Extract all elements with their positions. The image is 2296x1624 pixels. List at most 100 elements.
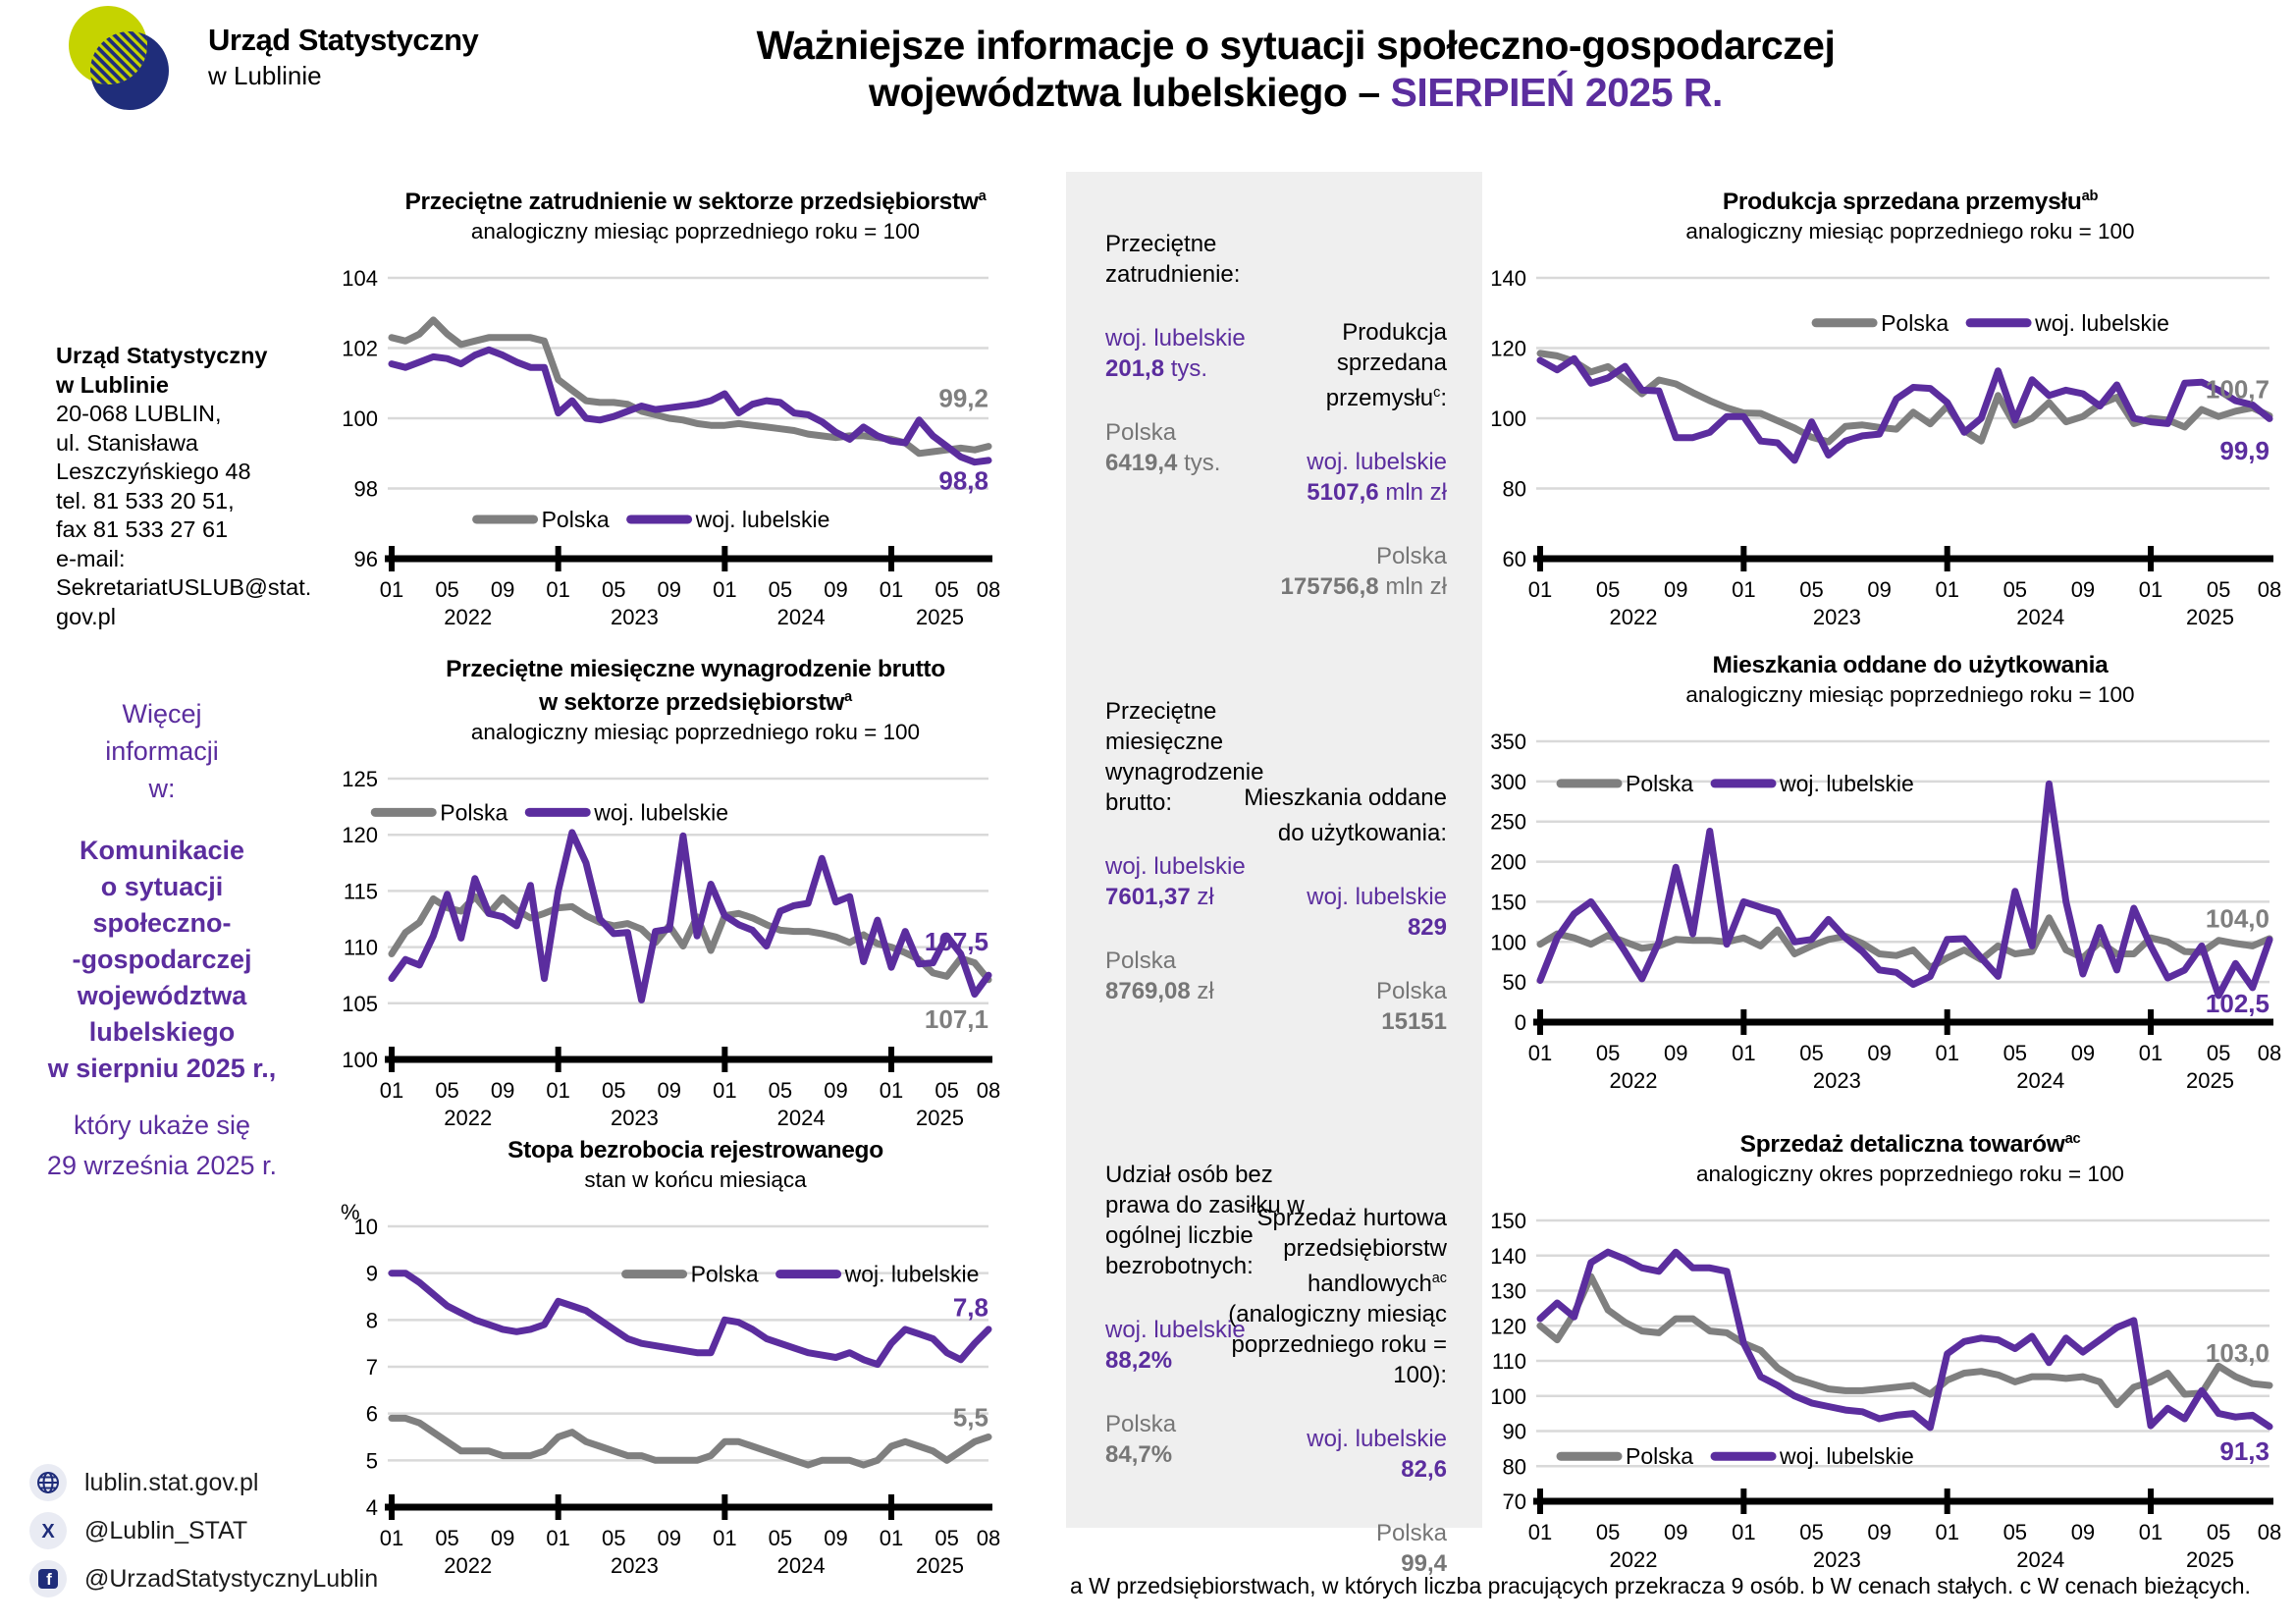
svg-text:08: 08: [977, 1526, 1000, 1550]
office-address-line: gov.pl: [56, 603, 116, 629]
stat-block-unemployed-share: Udział osób bez prawa do zasiłku w ogóln…: [1105, 1160, 1351, 1470]
svg-text:2022: 2022: [1610, 1068, 1658, 1091]
svg-text:7,8: 7,8: [953, 1293, 988, 1323]
svg-text:X: X: [41, 1521, 55, 1543]
stat-label: woj. lubelskie: [1105, 1317, 1246, 1343]
svg-text:2022: 2022: [444, 605, 492, 627]
svg-text:103,0: 103,0: [2206, 1338, 2269, 1368]
svg-text:01: 01: [546, 1526, 569, 1550]
svg-text:2024: 2024: [2016, 605, 2064, 627]
svg-text:05: 05: [1799, 1041, 1823, 1065]
stat-value: 99,4: [1401, 1550, 1447, 1577]
svg-text:2025: 2025: [2186, 605, 2234, 627]
website-link[interactable]: lublin.stat.gov.pl: [29, 1464, 378, 1501]
svg-text:woj. lubelskie: woj. lubelskie: [1779, 1443, 1914, 1469]
svg-text:100,7: 100,7: [2206, 375, 2269, 405]
svg-text:50: 50: [1503, 970, 1526, 995]
svg-text:10: 10: [354, 1215, 378, 1239]
stat-title: Przeciętne miesięczne wynagrodzenie brut…: [1105, 698, 1264, 816]
svg-text:woj. lubelskie: woj. lubelskie: [593, 800, 728, 826]
svg-text:Polska: Polska: [1626, 771, 1693, 796]
bulletin-line: województwa: [77, 981, 247, 1010]
svg-text:05: 05: [1596, 1041, 1620, 1065]
svg-text:05: 05: [769, 1078, 792, 1103]
stat-value: 829: [1407, 914, 1447, 941]
stat-item-polska: Polska 84,7%: [1105, 1409, 1351, 1470]
chart-head: Stopa bezrobocia rejestrowanego stan w k…: [329, 1131, 1011, 1193]
svg-text:Polska: Polska: [1626, 1443, 1693, 1469]
svg-text:09: 09: [824, 1526, 847, 1550]
office-address-line: fax 81 533 27 61: [56, 516, 229, 542]
facebook-icon: f: [29, 1560, 67, 1597]
svg-text:05: 05: [1596, 577, 1620, 602]
stat-value: 84,7%: [1105, 1441, 1173, 1468]
svg-text:f: f: [46, 1570, 52, 1589]
stat-item-polska: Polska 99,4: [1152, 1518, 1447, 1579]
svg-text:120: 120: [1490, 1314, 1526, 1338]
stat-label: woj. lubelskie: [1105, 325, 1246, 352]
chart-retail-sales: Sprzedaż detaliczna towarówac analogiczn…: [1477, 1125, 2292, 1570]
svg-text:05: 05: [1799, 577, 1823, 602]
svg-text:09: 09: [1664, 577, 1687, 602]
svg-text:60: 60: [1503, 547, 1526, 571]
stat-value: 15151: [1381, 1008, 1447, 1035]
statistical-office-logo: [37, 4, 202, 119]
office-address-line: Leszczyńskiego 48: [56, 459, 251, 484]
svg-text:250: 250: [1490, 810, 1526, 835]
stat-label: woj. lubelskie: [1307, 449, 1447, 475]
twitter-link[interactable]: X @Lublin_STAT: [29, 1512, 378, 1549]
svg-text:2022: 2022: [444, 1553, 492, 1576]
svg-text:115: 115: [344, 880, 378, 904]
stat-item-lubelskie: woj. lubelskie 829: [1152, 882, 1447, 943]
svg-text:99,2: 99,2: [938, 383, 988, 412]
svg-text:05: 05: [1596, 1520, 1620, 1544]
svg-text:01: 01: [546, 577, 569, 602]
chart-title-line2: w sektorze przedsiębiorstwa: [539, 689, 852, 717]
stat-value: 5107,6 mln zł: [1307, 479, 1447, 506]
stat-label: Polska: [1105, 1411, 1177, 1437]
page-title-month: SIERPIEŃ 2025 R.: [1390, 70, 1724, 115]
svg-text:01: 01: [1528, 1041, 1552, 1065]
stat-item-polska: Polska 175756,8 mln zł: [1152, 541, 1447, 602]
chart-canvas: 100 105 110 115 120 125 01 05 09 01 05 09 01 05 09 01 05…: [342, 767, 1000, 1128]
svg-text:01: 01: [1528, 577, 1552, 602]
office-address-line: e-mail:: [56, 545, 126, 571]
chart-title: Produkcja sprzedana przemysłuab: [1722, 189, 2099, 216]
svg-text:05: 05: [435, 577, 458, 602]
svg-text:woj. lubelskie: woj. lubelskie: [695, 507, 830, 532]
svg-text:01: 01: [1732, 1041, 1755, 1065]
svg-text:130: 130: [1490, 1279, 1526, 1304]
svg-text:09: 09: [1867, 1520, 1891, 1544]
svg-text:05: 05: [2207, 577, 2230, 602]
svg-text:01: 01: [380, 1526, 403, 1550]
svg-text:102,5: 102,5: [2206, 989, 2269, 1018]
globe-icon: [29, 1464, 67, 1501]
facebook-link[interactable]: f @UrzadStatystycznyLublin: [29, 1560, 378, 1597]
svg-text:102: 102: [342, 337, 378, 361]
svg-text:01: 01: [880, 1078, 903, 1103]
svg-text:2025: 2025: [916, 605, 964, 627]
release-line: który ukaże się: [73, 1110, 251, 1140]
svg-text:96: 96: [354, 547, 378, 571]
chart-subtitle: analogiczny miesiąc poprzedniego roku = …: [470, 219, 921, 244]
chart-industrial-production: Produkcja sprzedana przemysłuab analogic…: [1477, 183, 2292, 627]
bulletin-line: -gospodarczej: [72, 945, 252, 974]
release-date-note: który ukaże się 29 września 2025 r.: [25, 1106, 299, 1186]
svg-text:4: 4: [366, 1495, 378, 1520]
office-address: 20-068 LUBLIN, ul. Stanisława Leszczyńskie…: [56, 400, 316, 631]
svg-text:150: 150: [1490, 1209, 1526, 1233]
svg-text:9: 9: [366, 1262, 378, 1286]
svg-text:2024: 2024: [777, 1106, 826, 1128]
svg-text:woj. lubelskie: woj. lubelskie: [1779, 771, 1914, 796]
svg-text:01: 01: [546, 1078, 569, 1103]
svg-text:09: 09: [1867, 1041, 1891, 1065]
svg-text:104,0: 104,0: [2206, 904, 2269, 934]
svg-text:5,5: 5,5: [953, 1403, 988, 1433]
svg-text:09: 09: [658, 1526, 681, 1550]
svg-text:107,5: 107,5: [925, 927, 988, 956]
stat-label: Polska: [1375, 543, 1447, 569]
page-title: Ważniejsze informacje o sytuacji społecz…: [530, 22, 2061, 116]
svg-text:2023: 2023: [611, 605, 659, 627]
svg-text:05: 05: [2207, 1041, 2230, 1065]
facebook-link-label: @UrzadStatystycznyLublin: [84, 1564, 379, 1593]
